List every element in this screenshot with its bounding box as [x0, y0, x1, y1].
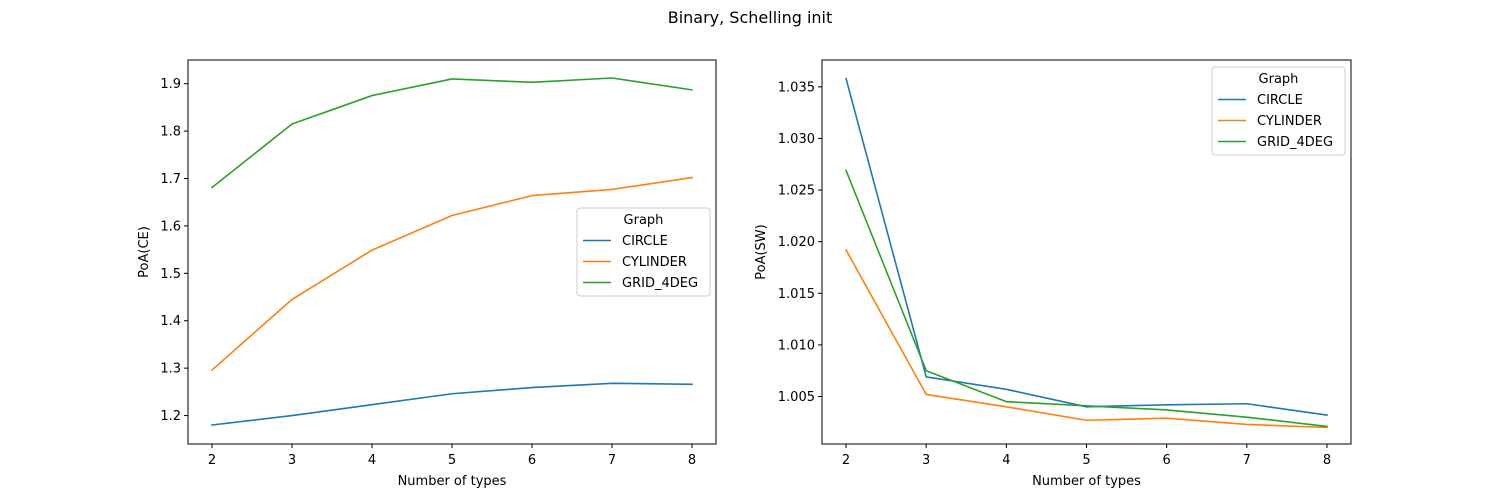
y-tick-label: 1.015 [778, 287, 815, 302]
legend-entry: CIRCLE [1257, 93, 1303, 108]
y-tick-label: 1.7 [160, 172, 181, 187]
x-tick-label: 5 [448, 453, 456, 468]
y-tick-label: 1.8 [160, 125, 181, 140]
series-line-grid-4deg [210, 77, 693, 189]
x-tick-label: 2 [208, 453, 216, 468]
x-axis-label: Number of types [1032, 474, 1141, 489]
legend-entry: CYLINDER [622, 255, 687, 270]
legend-entry: GRID_4DEG [1257, 135, 1333, 150]
y-tick-label: 1.5 [160, 267, 181, 282]
x-tick-label: 8 [1323, 453, 1331, 468]
y-tick-label: 1.3 [160, 362, 181, 377]
legend-entry: GRID_4DEG [622, 276, 698, 291]
series-line-cylinder [844, 248, 1328, 429]
x-tick-label: 4 [1002, 453, 1010, 468]
series-line-cylinder [210, 176, 693, 372]
x-tick-label: 2 [842, 453, 850, 468]
y-tick-label: 1.010 [778, 338, 815, 353]
plot-left: 2 3 4 5 6 7 8 1.2 1.3 1.4 1.5 1.6 1.7 1.8 1.9 Number of… [137, 59, 717, 489]
legend: Graph CIRCLE CYLINDER GRID_4DEG [1211, 66, 1346, 156]
legend-title: Graph [1259, 72, 1299, 87]
y-tick-label: 1.9 [160, 77, 181, 92]
legend: Graph CIRCLE CYLINDER GRID_4DEG [576, 207, 711, 297]
y-tick-label: 1.2 [160, 409, 181, 424]
x-tick-label: 3 [922, 453, 930, 468]
figure-title: Binary, Schelling init [668, 8, 833, 27]
x-tick-label: 3 [288, 453, 296, 468]
legend-title: Graph [624, 213, 664, 228]
y-tick-label: 1.6 [160, 219, 181, 234]
y-axis-label: PoA(SW) [754, 224, 769, 279]
x-tick-label: 8 [688, 453, 696, 468]
y-tick-label: 1.020 [778, 235, 815, 250]
y-tick-label: 1.4 [160, 314, 181, 329]
x-tick-label: 7 [608, 453, 616, 468]
legend-box [1211, 66, 1346, 156]
x-axis-label: Number of types [398, 474, 507, 489]
y-tick-label: 1.030 [778, 132, 815, 147]
y-tick-label: 1.035 [778, 80, 815, 95]
x-tick-label: 6 [1163, 453, 1171, 468]
series-line-grid-4deg [845, 169, 1328, 428]
series-line-circle [845, 77, 1328, 417]
y-tick-label: 1.025 [778, 184, 815, 199]
legend-entry: CIRCLE [622, 234, 668, 249]
y-tick-label: 1.005 [778, 390, 815, 405]
x-tick-label: 4 [368, 453, 376, 468]
x-tick-label: 5 [1082, 453, 1090, 468]
y-axis-label: PoA(CE) [137, 226, 152, 278]
legend-box [576, 207, 711, 297]
x-tick-label: 7 [1243, 453, 1251, 468]
plot-right: 2 3 4 5 6 7 8 1.005 1.010 1.015 1.020 1.025 1.030 1.0… [754, 59, 1352, 489]
series-line-circle [211, 382, 693, 426]
x-tick-label: 6 [528, 453, 536, 468]
legend-entry: CYLINDER [1257, 114, 1322, 129]
